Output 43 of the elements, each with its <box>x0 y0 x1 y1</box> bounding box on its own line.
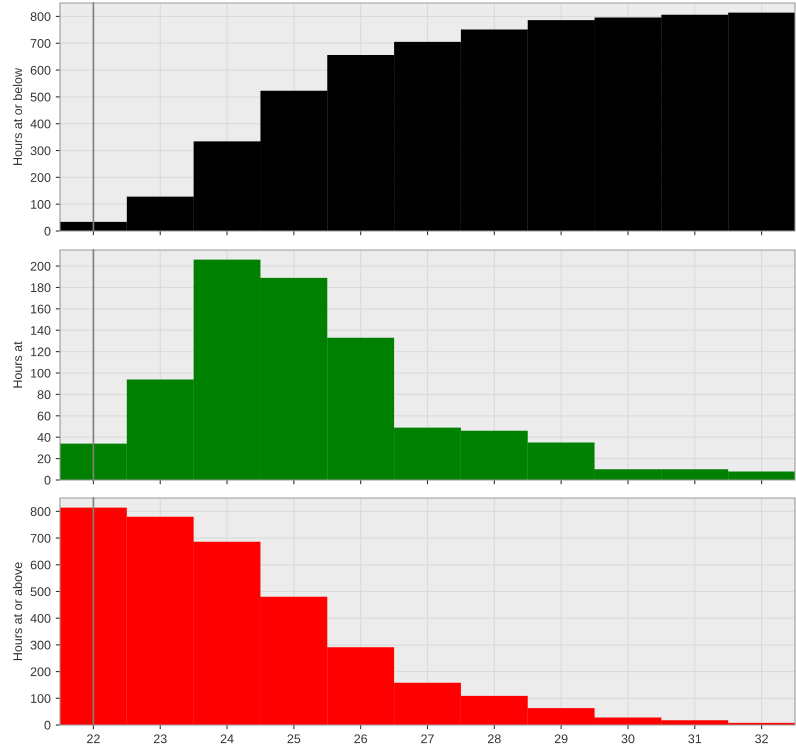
y-tick-label: 80 <box>38 390 50 400</box>
y-axis-title: Hours at <box>13 341 22 388</box>
y-tick-label: 100 <box>31 694 50 703</box>
y-tick-label: 20 <box>38 454 50 464</box>
y-axis-title: Hours at or below <box>12 68 22 165</box>
y-tick-label: 800 <box>30 507 50 516</box>
y-tick-label: 400 <box>30 614 50 623</box>
y-tick-label: 0 <box>44 720 50 730</box>
y-tick-label: 700 <box>30 39 50 48</box>
y-tick-label: 0 <box>44 476 50 485</box>
y-tick-label: 300 <box>30 146 50 156</box>
x-tick-label: 27 <box>421 734 434 744</box>
y-tick-label: 160 <box>31 304 50 314</box>
y-tick-label: 180 <box>31 283 50 292</box>
x-tick-label: 23 <box>154 734 167 744</box>
y-axis-title: Hours at or above <box>12 562 22 660</box>
y-tick-label: 500 <box>30 92 50 102</box>
x-tick-label: 24 <box>220 734 234 744</box>
x-tick-label: 29 <box>554 734 568 744</box>
y-tick-label: 500 <box>30 587 50 596</box>
x-tick-label: 28 <box>488 734 501 744</box>
y-tick-label: 200 <box>30 667 50 676</box>
y-tick-label: 800 <box>30 12 50 22</box>
y-tick-label: 200 <box>30 262 50 271</box>
y-tick-label: 300 <box>30 640 50 650</box>
y-tick-label: 600 <box>30 560 50 570</box>
x-tick-label: 32 <box>755 734 768 744</box>
x-tick-label: 26 <box>354 734 368 744</box>
y-tick-label: 200 <box>30 173 50 182</box>
y-tick-label: 0 <box>44 226 50 236</box>
x-tick-label: 31 <box>688 734 702 744</box>
y-tick-label: 100 <box>31 200 50 209</box>
x-tick-label: 22 <box>87 734 100 744</box>
y-tick-label: 400 <box>30 120 50 128</box>
y-tick-label: 60 <box>38 412 50 420</box>
y-tick-label: 600 <box>30 66 50 75</box>
x-tick-label: 25 <box>288 734 300 744</box>
y-tick-label: 120 <box>31 347 50 356</box>
x-tick-label: 30 <box>621 734 634 744</box>
y-tick-label: 100 <box>31 368 50 378</box>
y-tick-label: 40 <box>37 433 50 442</box>
y-tick-label: 140 <box>31 326 50 335</box>
y-tick-label: 700 <box>30 534 50 543</box>
